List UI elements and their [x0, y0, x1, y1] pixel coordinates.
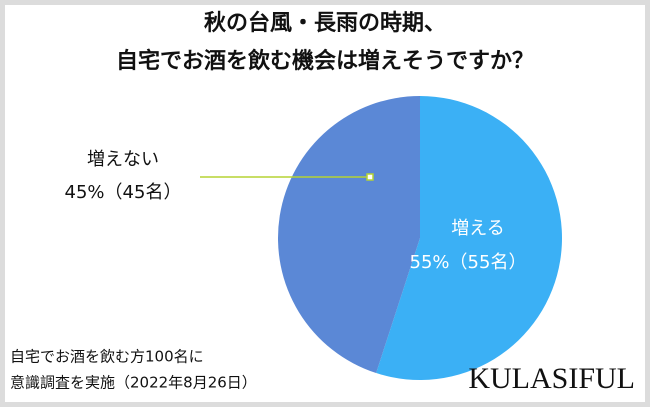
slice-label: 増えない: [87, 149, 159, 170]
leader-end: [366, 173, 374, 181]
slice-label: 増える: [451, 218, 504, 239]
value-label: 45%（45名）: [65, 182, 182, 203]
footnote: 意識調査を実施（2022年8月26日）: [10, 374, 257, 392]
pie: [278, 96, 562, 380]
labels: 増える 55%（55名） 増えない 45%（45名）: [65, 149, 527, 273]
brand: KULASIFUL: [468, 362, 635, 395]
chart-title: 秋の台風・長雨の時期、: [204, 10, 446, 36]
pie-slice: [376, 96, 562, 380]
value-label: 55%（55名）: [410, 252, 527, 273]
chart-title: 自宅でお酒を飲む機会は増えそうですか？: [116, 48, 534, 74]
pie-slice: [278, 96, 420, 374]
footnote: 自宅でお酒を飲む方100名に: [10, 348, 204, 366]
